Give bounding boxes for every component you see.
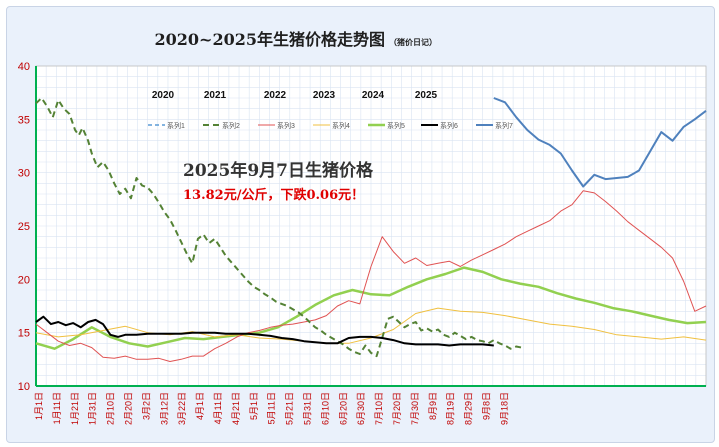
y-tick-label: 35: [18, 114, 30, 126]
series-line-6: [35, 315, 494, 347]
legend-label: 系列5: [387, 121, 405, 130]
y-tick-label: 30: [18, 168, 30, 180]
x-tick-label: 3月12日: [159, 392, 169, 425]
legend-label: 系列4: [332, 121, 350, 130]
year-label: 2025: [415, 90, 438, 101]
annotation-line2: 13.82元/公斤，下跌0.06元！: [183, 187, 364, 203]
year-labels: 2020 2021 2022 2023 2024 2025: [152, 90, 438, 101]
x-tick-label: 2月20日: [124, 392, 134, 425]
x-tick-label: 1月11日: [52, 392, 62, 424]
year-label: 2023: [313, 90, 336, 101]
x-tick-label: 7月20日: [392, 392, 402, 425]
x-tick-label: 9月18日: [499, 392, 509, 425]
legend: 系列1 系列2 系列3 系列4 系列5 系列6 系列7: [148, 121, 513, 130]
x-tick-label: 7月30日: [410, 392, 420, 425]
y-tick-label: 20: [18, 274, 30, 286]
x-tick-label: 5月11日: [267, 392, 277, 424]
x-tick-label: 3月22日: [177, 392, 187, 425]
x-tick-label: 1月21日: [70, 392, 80, 425]
legend-label: 系列6: [440, 121, 458, 130]
x-tick-label: 5月21日: [285, 392, 295, 425]
x-tick-label: 8月29日: [464, 392, 474, 425]
chart-title: 2020~2025年生猪价格走势图: [155, 30, 385, 49]
x-tick-label: 6月30日: [356, 392, 366, 425]
x-tick-label: 8月9日: [428, 392, 438, 420]
series-line-5: [35, 266, 707, 350]
x-tick-label: 4月21日: [231, 392, 241, 425]
series-line-2: [35, 97, 522, 358]
y-tick-label: 40: [18, 61, 30, 73]
legend-label: 系列2: [222, 121, 240, 130]
x-axis: 1月1日 1月11日 1月21日 1月31日 2月10日 2月20日 3月2日 3月12日 3月…: [34, 392, 509, 425]
x-tick-label: 4月1日: [195, 392, 205, 420]
x-tick-label: 1月31日: [88, 392, 98, 425]
legend-label: 系列1: [167, 121, 185, 130]
year-label: 2022: [264, 90, 287, 101]
x-tick-label: 4月11日: [213, 392, 223, 424]
series-layer: [35, 97, 707, 362]
series-line-3: [35, 190, 707, 362]
x-tick-label: 9月8日: [482, 392, 492, 420]
y-axis: 10 15 20 25 30 35 40: [18, 61, 30, 393]
legend-label: 系列7: [495, 121, 513, 130]
y-tick-label: 10: [18, 381, 30, 393]
x-tick-label: 7月10日: [374, 392, 384, 425]
y-tick-label: 25: [18, 221, 30, 233]
x-tick-label: 6月20日: [338, 392, 348, 425]
x-tick-label: 5月1日: [249, 392, 259, 420]
annotation-line1: 2025年9月7日生猪价格: [183, 160, 374, 181]
year-label: 2021: [204, 90, 227, 101]
x-tick-label: 2月10日: [106, 392, 116, 425]
series-line-7: [493, 97, 707, 188]
chart-subtitle: （猪价日记）: [389, 37, 437, 47]
legend-label: 系列3: [277, 121, 295, 130]
x-tick-label: 6月10日: [320, 392, 330, 425]
year-label: 2024: [362, 90, 385, 101]
x-tick-label: 5月31日: [303, 392, 313, 425]
y-tick-label: 15: [18, 328, 30, 340]
x-tick-label: 8月19日: [446, 392, 456, 425]
x-tick-label: 3月2日: [141, 392, 151, 420]
x-tick-label: 1月1日: [34, 392, 44, 420]
year-label: 2020: [152, 90, 175, 101]
price-annotation: 2025年9月7日生猪价格 13.82元/公斤，下跌0.06元！: [183, 160, 374, 203]
